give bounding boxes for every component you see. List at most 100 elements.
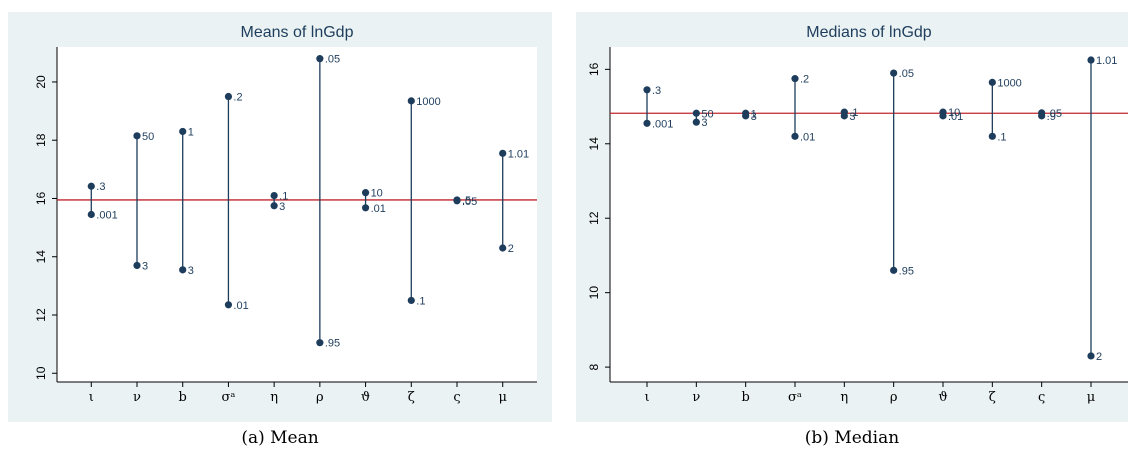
x-tick-label: ν <box>692 390 700 405</box>
x-tick-label: σᵃ <box>221 390 235 405</box>
y-tick-label: 16 <box>34 191 48 205</box>
data-point <box>692 109 700 117</box>
data-point <box>1038 112 1046 120</box>
data-point-label: 2 <box>1096 351 1102 363</box>
plot-area <box>610 47 1128 382</box>
data-point-label: 1 <box>751 108 757 120</box>
y-tick-label: 8 <box>587 363 601 370</box>
data-point-label: .5 <box>462 195 471 207</box>
data-point <box>179 266 187 274</box>
data-point-label: 3 <box>142 260 148 272</box>
data-point <box>224 92 233 101</box>
x-tick-label: ρ <box>890 390 898 405</box>
chart-title: Medians of lnGdp <box>806 24 932 41</box>
data-point <box>988 132 996 140</box>
plot-area <box>57 47 537 382</box>
data-point-label: 1000 <box>997 77 1021 89</box>
data-point-label: 3 <box>188 265 194 277</box>
x-tick-label: μ <box>1087 390 1095 405</box>
data-point-label: .95 <box>899 265 914 277</box>
data-point <box>791 132 799 140</box>
y-tick-label: 14 <box>587 137 601 151</box>
data-point <box>499 244 507 252</box>
x-tick-label: b <box>179 390 187 405</box>
data-point <box>890 69 898 77</box>
x-tick-label: ϑ <box>938 390 947 405</box>
data-point-label: .1 <box>997 131 1006 143</box>
data-point <box>179 127 187 136</box>
y-tick-label: 10 <box>587 286 601 300</box>
data-point <box>890 266 898 274</box>
data-point <box>407 296 415 305</box>
data-point-label: 1 <box>188 126 194 138</box>
y-tick-label: 20 <box>34 75 48 89</box>
data-point <box>692 118 700 126</box>
x-tick-label: η <box>270 390 278 405</box>
data-point-label: .1 <box>416 295 425 307</box>
data-point-label: .1 <box>279 191 288 203</box>
data-point-label: .2 <box>233 92 242 104</box>
data-point <box>407 97 415 105</box>
data-point-label: 1.01 <box>1096 55 1117 67</box>
data-point <box>270 202 278 210</box>
data-point-label: .3 <box>652 85 661 97</box>
figure-caption: (a) Mean <box>241 428 318 448</box>
x-tick-label: ζ <box>989 390 996 405</box>
data-point-label: .3 <box>96 181 105 193</box>
chart-title: Means of lnGdp <box>241 24 354 41</box>
data-point-label: .9 <box>1047 111 1056 123</box>
x-tick-label: ς <box>453 390 460 405</box>
data-point-label: .01 <box>800 131 815 143</box>
data-point <box>361 189 370 197</box>
data-point <box>87 182 95 190</box>
x-tick-label: μ <box>498 390 506 405</box>
x-tick-label: ρ <box>316 390 324 405</box>
data-point <box>791 75 799 83</box>
data-point <box>988 78 996 86</box>
data-point-label: .2 <box>800 74 809 86</box>
data-point <box>87 210 95 219</box>
data-point-label: 10 <box>948 107 960 119</box>
data-point-label: .001 <box>96 210 117 222</box>
data-point-label: .01 <box>371 203 386 215</box>
data-point <box>643 86 651 94</box>
data-point-label: 1000 <box>416 96 440 108</box>
data-point-label: 3 <box>849 111 855 123</box>
x-tick-label: η <box>840 390 848 405</box>
data-point <box>742 112 750 120</box>
data-point-label: 3 <box>279 201 285 213</box>
data-point <box>361 204 370 212</box>
data-point-label: 1.01 <box>508 148 529 160</box>
data-point-label: .95 <box>325 338 340 350</box>
data-point-label: .1 <box>849 107 858 119</box>
data-point-label: .01 <box>233 300 248 312</box>
data-point <box>316 339 324 347</box>
data-point <box>270 191 278 200</box>
data-point <box>1087 352 1095 360</box>
x-tick-label: ι <box>89 390 94 405</box>
data-point <box>1087 56 1095 64</box>
data-point-label: .05 <box>899 68 914 80</box>
x-tick-label: ι <box>644 390 649 405</box>
x-tick-label: σᵃ <box>788 390 802 405</box>
data-point-label: 3 <box>701 117 707 129</box>
data-point-label: .01 <box>948 111 963 123</box>
data-point <box>316 55 324 63</box>
data-point-label: 10 <box>371 188 383 200</box>
x-tick-label: ς <box>1038 390 1045 405</box>
data-point <box>224 301 233 309</box>
figure-caption: (b) Median <box>805 428 899 448</box>
y-tick-label: 12 <box>587 211 601 225</box>
data-point-label: 50 <box>701 108 713 120</box>
data-point <box>840 112 848 120</box>
x-tick-label: ν <box>133 390 141 405</box>
data-point-label: 2 <box>508 243 514 255</box>
x-tick-label: b <box>742 390 750 405</box>
data-point-label: .001 <box>652 118 673 130</box>
data-point <box>499 149 507 157</box>
data-point-label: .05 <box>462 196 477 208</box>
x-tick-label: ϑ <box>361 390 370 405</box>
